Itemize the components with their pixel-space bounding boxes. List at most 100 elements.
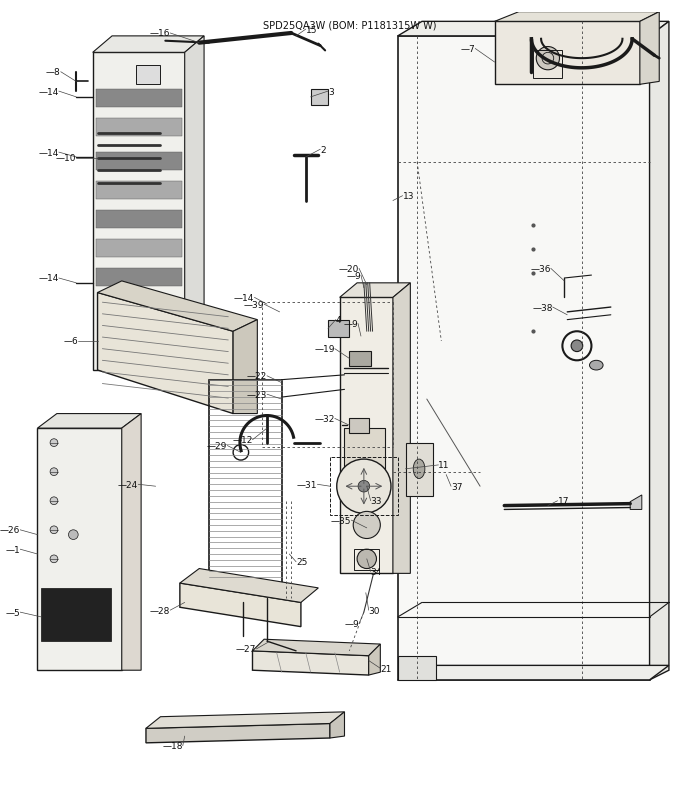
- Polygon shape: [398, 656, 437, 680]
- Text: —16: —16: [150, 30, 170, 38]
- Text: —14: —14: [39, 148, 58, 157]
- Bar: [345, 428, 385, 488]
- Circle shape: [358, 480, 370, 492]
- Circle shape: [50, 439, 58, 447]
- Text: —1: —1: [5, 545, 20, 554]
- Circle shape: [537, 47, 560, 71]
- Polygon shape: [96, 211, 182, 229]
- Polygon shape: [146, 712, 345, 728]
- Polygon shape: [37, 428, 122, 670]
- Text: —26: —26: [0, 525, 20, 535]
- Text: —5: —5: [5, 608, 20, 617]
- Polygon shape: [96, 119, 182, 136]
- Text: 17: 17: [558, 496, 569, 505]
- Text: 33: 33: [371, 496, 382, 505]
- Text: —18: —18: [163, 741, 183, 751]
- Bar: [350, 351, 371, 367]
- Polygon shape: [96, 269, 182, 286]
- Text: —22: —22: [247, 372, 267, 381]
- Text: SPD25QA3W (BOM: P1181315W W): SPD25QA3W (BOM: P1181315W W): [262, 20, 436, 30]
- Polygon shape: [92, 53, 185, 371]
- Text: —19: —19: [314, 345, 335, 354]
- Polygon shape: [369, 644, 380, 675]
- Circle shape: [50, 555, 58, 563]
- Text: —39: —39: [243, 300, 264, 310]
- Text: —9: —9: [346, 271, 361, 280]
- Text: 11: 11: [439, 461, 450, 470]
- Text: —20: —20: [339, 265, 359, 273]
- Text: —31: —31: [297, 480, 318, 489]
- Circle shape: [50, 526, 58, 534]
- Polygon shape: [398, 22, 669, 37]
- Polygon shape: [96, 240, 182, 257]
- Text: —12: —12: [232, 435, 252, 444]
- Text: —38: —38: [532, 303, 553, 312]
- Text: 30: 30: [369, 606, 380, 615]
- Bar: [328, 320, 350, 338]
- Polygon shape: [185, 37, 204, 371]
- Circle shape: [353, 512, 380, 539]
- Polygon shape: [96, 153, 182, 170]
- Polygon shape: [180, 569, 318, 602]
- Polygon shape: [146, 723, 330, 743]
- Text: —10: —10: [56, 154, 76, 163]
- Text: —29: —29: [207, 441, 227, 451]
- Circle shape: [69, 530, 78, 540]
- Polygon shape: [37, 414, 141, 428]
- Polygon shape: [97, 282, 257, 332]
- Text: —24: —24: [118, 480, 138, 489]
- Polygon shape: [96, 90, 182, 107]
- Bar: [354, 549, 379, 571]
- Text: —36: —36: [530, 265, 551, 273]
- Polygon shape: [494, 13, 659, 22]
- Circle shape: [50, 497, 58, 505]
- Polygon shape: [180, 583, 301, 627]
- Polygon shape: [330, 712, 345, 738]
- Circle shape: [357, 549, 377, 569]
- Text: 34: 34: [371, 567, 382, 576]
- Text: —28: —28: [150, 606, 170, 615]
- Text: —7: —7: [460, 45, 475, 54]
- Polygon shape: [122, 414, 141, 670]
- Polygon shape: [339, 283, 410, 298]
- Bar: [41, 588, 111, 642]
- Text: —23: —23: [247, 391, 267, 399]
- Text: —14: —14: [39, 274, 58, 283]
- Text: 15: 15: [306, 26, 318, 34]
- Polygon shape: [630, 496, 642, 510]
- Text: 4: 4: [336, 316, 341, 325]
- Text: —6: —6: [63, 337, 78, 346]
- Circle shape: [571, 341, 583, 352]
- Polygon shape: [398, 37, 649, 680]
- Polygon shape: [398, 666, 669, 680]
- Bar: [405, 443, 432, 496]
- Text: —9: —9: [344, 619, 359, 629]
- Polygon shape: [252, 651, 369, 675]
- Text: 13: 13: [403, 192, 414, 201]
- Text: —27: —27: [236, 645, 256, 654]
- Polygon shape: [494, 22, 640, 85]
- Text: —32: —32: [314, 415, 335, 423]
- Text: —14: —14: [39, 87, 58, 96]
- Text: 3: 3: [328, 87, 334, 96]
- Circle shape: [50, 468, 58, 476]
- Polygon shape: [252, 639, 380, 656]
- Ellipse shape: [590, 361, 603, 371]
- Text: 21: 21: [380, 664, 392, 673]
- Bar: [350, 419, 369, 433]
- Text: —14: —14: [234, 294, 254, 302]
- Text: —9: —9: [343, 320, 358, 329]
- Polygon shape: [233, 320, 257, 414]
- Polygon shape: [640, 13, 659, 85]
- Bar: [136, 66, 160, 85]
- Polygon shape: [339, 298, 393, 573]
- Circle shape: [337, 460, 391, 514]
- Text: —35: —35: [330, 516, 352, 525]
- Polygon shape: [649, 22, 669, 680]
- Text: 25: 25: [296, 557, 307, 566]
- Bar: [311, 90, 328, 106]
- Text: 2: 2: [320, 145, 326, 155]
- Polygon shape: [393, 283, 410, 573]
- Ellipse shape: [413, 460, 425, 479]
- Polygon shape: [97, 294, 233, 414]
